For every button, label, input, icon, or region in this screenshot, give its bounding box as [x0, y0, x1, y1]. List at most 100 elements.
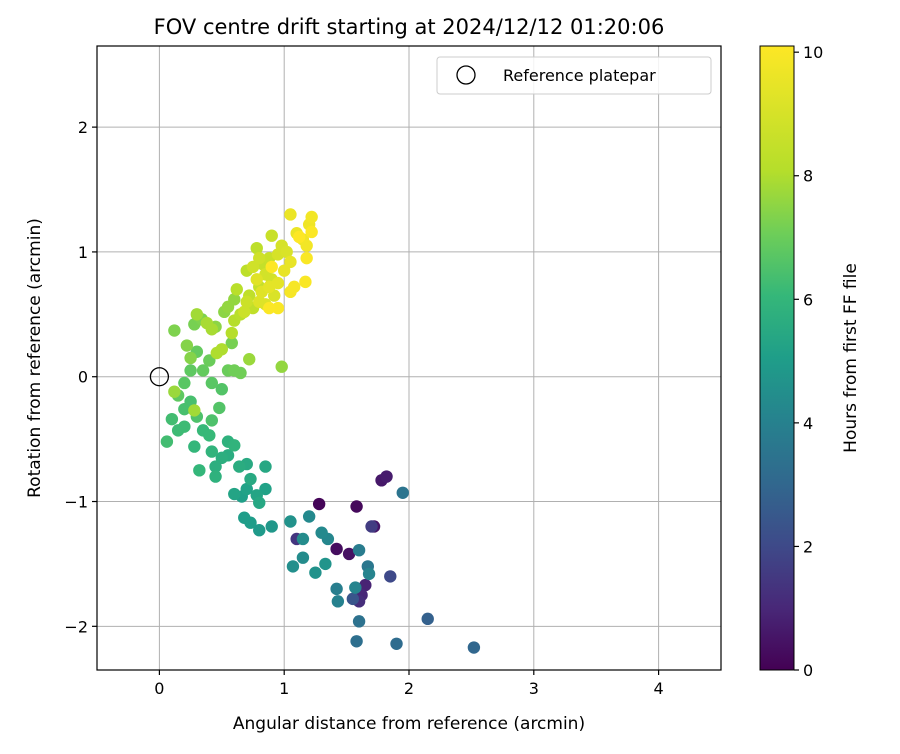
data-point [238, 305, 251, 319]
data-point [190, 308, 204, 321]
data-point [349, 581, 362, 594]
colorbar-tick-label: 4 [803, 414, 813, 433]
data-point [390, 637, 403, 650]
data-point [213, 401, 226, 415]
data-point [362, 567, 376, 581]
data-points [160, 208, 481, 654]
data-point [305, 225, 318, 239]
data-point [205, 323, 219, 336]
data-point [253, 496, 266, 509]
data-point [271, 301, 285, 315]
data-point [205, 376, 219, 390]
data-point [263, 301, 276, 315]
data-point [330, 582, 343, 596]
data-point [315, 526, 328, 539]
y-ticks: −2 −1 0 1 2 [64, 118, 97, 636]
data-point [209, 470, 222, 483]
data-point [365, 520, 378, 533]
data-point [300, 239, 313, 252]
reference-marker-group [149, 367, 170, 387]
data-point [238, 511, 251, 524]
data-point [193, 464, 206, 477]
data-point [284, 208, 297, 221]
data-point [234, 366, 247, 380]
data-point [352, 543, 366, 557]
colorbar-ticks: 0 2 4 6 8 10 [794, 43, 823, 680]
data-point [250, 273, 263, 286]
data-point [359, 578, 372, 592]
y-tick-label: 1 [78, 243, 88, 262]
data-point [215, 383, 228, 396]
data-point [243, 353, 256, 366]
data-point [233, 460, 246, 473]
data-point [240, 482, 253, 496]
data-point [225, 336, 238, 350]
data-point [312, 497, 326, 511]
data-point [165, 412, 179, 426]
data-point [188, 404, 201, 417]
colorbar-tick-label: 2 [803, 537, 813, 556]
data-point [280, 245, 293, 259]
data-point [230, 283, 243, 296]
data-point [203, 354, 216, 367]
x-tick-label: 2 [404, 679, 414, 698]
data-point [286, 560, 300, 573]
data-point [171, 424, 185, 437]
data-point [319, 557, 332, 571]
y-tick-label: −1 [64, 493, 88, 512]
data-point [168, 324, 181, 337]
data-point [253, 251, 266, 265]
data-point [309, 566, 322, 579]
data-point [296, 551, 310, 564]
data-point [350, 635, 363, 648]
data-point [246, 260, 260, 274]
data-point [209, 460, 222, 473]
data-point [203, 429, 216, 442]
data-point [259, 460, 272, 473]
data-point [160, 435, 174, 448]
data-point [284, 515, 297, 528]
data-point [210, 346, 224, 360]
data-point [188, 440, 201, 453]
x-ticks: 0 1 2 3 4 [154, 670, 664, 698]
data-point [300, 251, 313, 265]
y-axis-label: Rotation from reference (arcmin) [25, 218, 45, 498]
data-point [342, 547, 356, 561]
reference-platepar-marker [149, 367, 170, 387]
data-point [184, 364, 197, 377]
data-point [299, 275, 312, 289]
data-point [250, 241, 263, 255]
data-point [265, 520, 278, 533]
data-point [284, 255, 297, 269]
data-point [396, 486, 409, 499]
data-point [346, 592, 360, 606]
data-point [205, 414, 219, 427]
colorbar-tick-label: 6 [803, 290, 813, 309]
y-tick-label: 2 [78, 118, 88, 137]
data-point [215, 451, 228, 465]
colorbar: 0 2 4 6 8 10 Hours from first FF file [759, 43, 861, 680]
y-tick-label: 0 [78, 368, 88, 387]
data-point [178, 376, 191, 390]
data-point [196, 364, 210, 377]
data-point [184, 351, 197, 365]
data-point [265, 229, 278, 242]
y-tick-label: −2 [64, 617, 88, 636]
data-point [296, 532, 310, 546]
data-point [180, 339, 194, 352]
data-point [421, 612, 434, 626]
legend-label: Reference platepar [503, 66, 656, 85]
colorbar-tick-label: 10 [803, 43, 823, 62]
data-point [275, 360, 288, 373]
x-tick-label: 0 [154, 679, 164, 698]
x-tick-label: 4 [654, 679, 664, 698]
data-point [205, 445, 219, 458]
data-point [352, 615, 366, 628]
data-point [278, 264, 291, 277]
colorbar-gradient [759, 45, 795, 671]
x-tick-label: 1 [279, 679, 289, 698]
data-point [302, 510, 316, 523]
x-axis-label: Angular distance from reference (arcmin) [233, 714, 585, 734]
